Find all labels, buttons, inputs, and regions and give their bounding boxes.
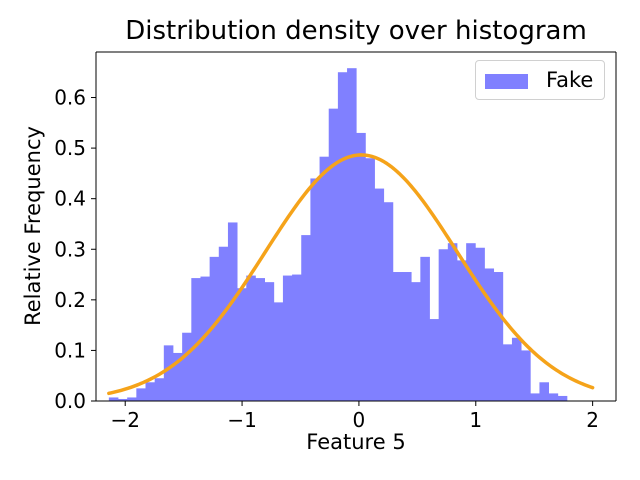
histogram-bar: [154, 378, 165, 401]
histogram-bar: [227, 222, 238, 401]
y-tick-label: 0.5: [54, 136, 86, 160]
histogram-bar: [292, 274, 302, 401]
histogram-bar: [319, 156, 330, 401]
histogram-bar: [530, 393, 540, 401]
histogram-bar: [365, 158, 375, 401]
y-ticks: 0.0 0.1 0.2 0.3 0.4 0.5 0.6: [54, 86, 96, 413]
histogram-bar: [200, 276, 211, 401]
histogram-bar: [218, 246, 229, 401]
histogram-bar: [118, 398, 128, 401]
x-ticks: −2 −1 0 1 2: [110, 401, 599, 432]
x-tick-label: 2: [586, 408, 599, 432]
histogram-bar: [539, 382, 549, 401]
y-tick-label: 0.2: [54, 288, 86, 312]
histogram-bar: [493, 272, 504, 401]
histogram-bar: [429, 319, 440, 401]
histogram-bar: [438, 249, 449, 401]
histogram-bar: [209, 256, 220, 401]
legend-swatch-fake: [485, 74, 528, 89]
histogram-bar: [374, 188, 385, 401]
histogram-bar: [127, 397, 137, 401]
histogram-bar: [255, 278, 265, 401]
density-curve-layer: [107, 153, 595, 396]
x-tick-label: −1: [227, 408, 256, 432]
histogram-bar: [237, 288, 247, 401]
histogram-bar: [328, 108, 339, 402]
histogram-bar: [191, 278, 201, 401]
histogram-bar: [163, 345, 174, 401]
histogram-bar: [511, 337, 522, 401]
histogram-bar: [282, 275, 293, 401]
histogram-bar: [182, 332, 192, 401]
y-tick-label: 0.3: [54, 237, 86, 261]
legend-label-fake: Fake: [546, 68, 594, 92]
y-tick-label: 0.1: [54, 338, 86, 362]
histogram-bar: [447, 243, 458, 401]
histogram-bar: [347, 68, 357, 401]
histogram-bar: [557, 395, 568, 401]
y-tick-label: 0.0: [54, 389, 86, 413]
histogram-bar: [466, 243, 476, 401]
histogram-bar: [246, 275, 256, 401]
histogram-bars: [108, 68, 568, 402]
histogram-bar: [420, 256, 430, 401]
histogram-bar: [502, 344, 513, 401]
histogram-bar: [402, 272, 412, 401]
histogram-bar: [301, 235, 311, 401]
histogram-bar: [383, 202, 394, 401]
y-tick-label: 0.6: [54, 86, 86, 110]
x-axis-label: Feature 5: [306, 430, 406, 454]
histogram-bar: [392, 272, 403, 401]
histogram-bar: [108, 397, 119, 401]
histogram-bar: [456, 260, 467, 401]
x-tick-label: 1: [469, 408, 482, 432]
histogram-bar: [484, 268, 495, 401]
y-axis-label: Relative Frequency: [21, 126, 45, 326]
chart-title: Distribution density over histogram: [125, 16, 587, 46]
histogram-bar: [273, 302, 284, 401]
histogram-bar: [337, 72, 348, 401]
histogram-bar: [356, 132, 366, 401]
histogram-bar: [310, 178, 320, 401]
histogram-bar: [411, 282, 421, 401]
density-curve: [107, 153, 595, 396]
histogram-bar: [145, 382, 156, 401]
histogram-bar: [172, 352, 183, 401]
x-tick-label: −2: [110, 408, 139, 432]
histogram-bar: [521, 350, 531, 401]
histogram-bar: [264, 282, 275, 401]
y-tick-label: 0.4: [54, 187, 86, 211]
axes: [95, 51, 617, 402]
histogram-bar: [136, 388, 146, 401]
histogram-bar: [548, 393, 559, 401]
legend: Fake: [475, 60, 605, 100]
x-tick-label: 0: [353, 408, 366, 432]
histogram-bar: [475, 247, 485, 401]
